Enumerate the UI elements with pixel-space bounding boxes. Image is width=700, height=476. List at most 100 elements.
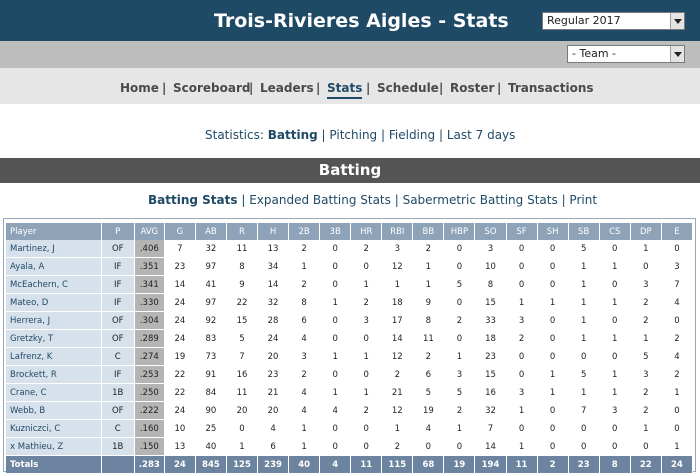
position-cell: IF xyxy=(101,257,135,276)
column-header[interactable]: 3B xyxy=(319,223,352,240)
stat-cell: 8 xyxy=(599,455,631,474)
section-header: Batting xyxy=(0,158,700,183)
stat-cell: 0 xyxy=(350,257,383,276)
stat-cell: 1 xyxy=(599,365,631,384)
stat-link-pitching[interactable]: Pitching xyxy=(329,128,378,142)
column-header[interactable]: HBP xyxy=(443,223,476,240)
nav-leaders[interactable]: Leaders xyxy=(260,81,314,95)
stat-cell: 8 xyxy=(474,275,507,294)
stat-cell: 18 xyxy=(381,293,414,312)
tab-batting-stats[interactable]: Batting Stats xyxy=(148,193,238,207)
stat-cell: 1 xyxy=(319,293,352,312)
stats-table-container: Player P AVG G AB R H 2B 3B HR RBI BB HB… xyxy=(3,218,696,474)
stat-cell: 4 xyxy=(661,293,694,312)
link-separator: | xyxy=(381,128,389,142)
avg-cell: .274 xyxy=(134,347,165,366)
stat-cell: 20 xyxy=(226,401,259,420)
column-header[interactable]: R xyxy=(226,223,259,240)
nav-home[interactable]: Home xyxy=(120,81,159,95)
stat-cell: 2 xyxy=(630,293,662,312)
column-header[interactable]: BB xyxy=(412,223,445,240)
stat-cell: 845 xyxy=(195,455,227,474)
column-header[interactable]: E xyxy=(661,223,694,240)
print-link[interactable]: Print xyxy=(569,193,598,207)
avg-cell: .150 xyxy=(134,437,165,456)
column-header[interactable]: P xyxy=(101,223,135,240)
stat-cell: 0 xyxy=(443,293,476,312)
player-name-link[interactable]: Mateo, D xyxy=(6,293,102,312)
player-name-link[interactable]: Kuzniczci, C xyxy=(6,419,102,438)
column-header[interactable]: AVG xyxy=(134,223,165,240)
column-header[interactable]: CS xyxy=(599,223,631,240)
stat-cell: 0 xyxy=(537,257,569,276)
column-header[interactable]: SB xyxy=(568,223,600,240)
column-header[interactable]: DP xyxy=(630,223,662,240)
column-header[interactable]: G xyxy=(164,223,196,240)
tab-sabermetric-batting-stats[interactable]: Sabermetric Batting Stats xyxy=(402,193,558,207)
player-name-link[interactable]: Herrera, J xyxy=(6,311,102,330)
stat-cell: 1 xyxy=(568,257,600,276)
stat-cell: 125 xyxy=(226,455,259,474)
batting-tabs: Batting Stats | Expanded Batting Stats |… xyxy=(148,191,597,209)
player-name-link[interactable]: Gretzky, T xyxy=(6,329,102,348)
player-name-link[interactable]: Martinez, J xyxy=(6,240,102,258)
stat-cell: 2 xyxy=(412,347,445,366)
stat-cell: 16 xyxy=(474,383,507,402)
avg-cell: .250 xyxy=(134,383,165,402)
nav-schedule[interactable]: Schedule xyxy=(377,81,439,95)
avg-cell: .351 xyxy=(134,257,165,276)
stat-cell: 3 xyxy=(381,240,414,258)
column-header[interactable]: Player xyxy=(6,223,102,240)
stat-cell: 0 xyxy=(599,275,631,294)
stat-cell: 1 xyxy=(443,419,476,438)
stat-cell: 2 xyxy=(630,401,662,420)
position-cell xyxy=(101,455,135,474)
stat-cell: 2 xyxy=(506,329,538,348)
stat-cell: 17 xyxy=(381,311,414,330)
nav-transactions[interactable]: Transactions xyxy=(508,81,594,95)
column-header[interactable]: H xyxy=(257,223,290,240)
player-name-link[interactable]: Ayala, A xyxy=(6,257,102,276)
player-name-link[interactable]: Webb, B xyxy=(6,401,102,420)
team-select[interactable]: - Team - xyxy=(567,45,685,63)
stat-cell: 22 xyxy=(226,293,259,312)
stat-cell: 15 xyxy=(474,293,507,312)
player-name-link[interactable]: x Mathieu, Z xyxy=(6,437,102,456)
stat-cell: 3 xyxy=(630,365,662,384)
stat-cell: 3 xyxy=(630,275,662,294)
stat-cell: 12 xyxy=(381,257,414,276)
player-name-link[interactable]: Lafrenz, K xyxy=(6,347,102,366)
column-header[interactable]: RBI xyxy=(381,223,414,240)
nav-stats[interactable]: Stats xyxy=(327,80,363,99)
stat-cell: 21 xyxy=(381,383,414,402)
link-separator: | xyxy=(561,193,570,207)
nav-separator: | xyxy=(162,81,167,95)
chevron-down-icon[interactable] xyxy=(670,46,684,62)
column-header[interactable]: AB xyxy=(195,223,227,240)
player-name-link[interactable]: Brockett, R xyxy=(6,365,102,384)
player-name-link[interactable]: Crane, C xyxy=(6,383,102,402)
column-header[interactable]: 2B xyxy=(288,223,321,240)
column-header[interactable]: SO xyxy=(474,223,507,240)
chevron-down-icon[interactable] xyxy=(670,13,684,29)
column-header[interactable]: HR xyxy=(350,223,383,240)
table-row: Lafrenz, K C .274 19 73 7 20 3 1 1 12 2 1 23 0 0 0 0 5 4 xyxy=(6,347,694,366)
position-cell: C xyxy=(101,347,135,366)
position-cell: OF xyxy=(101,240,135,258)
tab-expanded-batting-stats[interactable]: Expanded Batting Stats xyxy=(249,193,391,207)
stat-link-fielding[interactable]: Fielding xyxy=(388,128,436,142)
stat-cell: 0 xyxy=(319,275,352,294)
nav-roster[interactable]: Roster xyxy=(450,81,495,95)
table-row: Mateo, D IF .330 24 97 22 32 8 1 2 18 9 0 15 1 1 1 1 2 4 xyxy=(6,293,694,312)
stat-link-batting[interactable]: Batting xyxy=(267,128,318,142)
nav-scoreboard[interactable]: Scoreboard xyxy=(173,81,251,95)
player-name-link[interactable]: McEachern, C xyxy=(6,275,102,294)
stat-link-last-7-days[interactable]: Last 7 days xyxy=(446,128,516,142)
stat-cell: 7 xyxy=(226,347,259,366)
season-select[interactable]: Regular 2017 xyxy=(542,12,685,30)
stat-cell: 11 xyxy=(226,240,259,258)
stat-cell: 1 xyxy=(350,275,383,294)
column-header[interactable]: SF xyxy=(506,223,538,240)
column-header[interactable]: SH xyxy=(537,223,569,240)
stat-cell: 5 xyxy=(630,347,662,366)
